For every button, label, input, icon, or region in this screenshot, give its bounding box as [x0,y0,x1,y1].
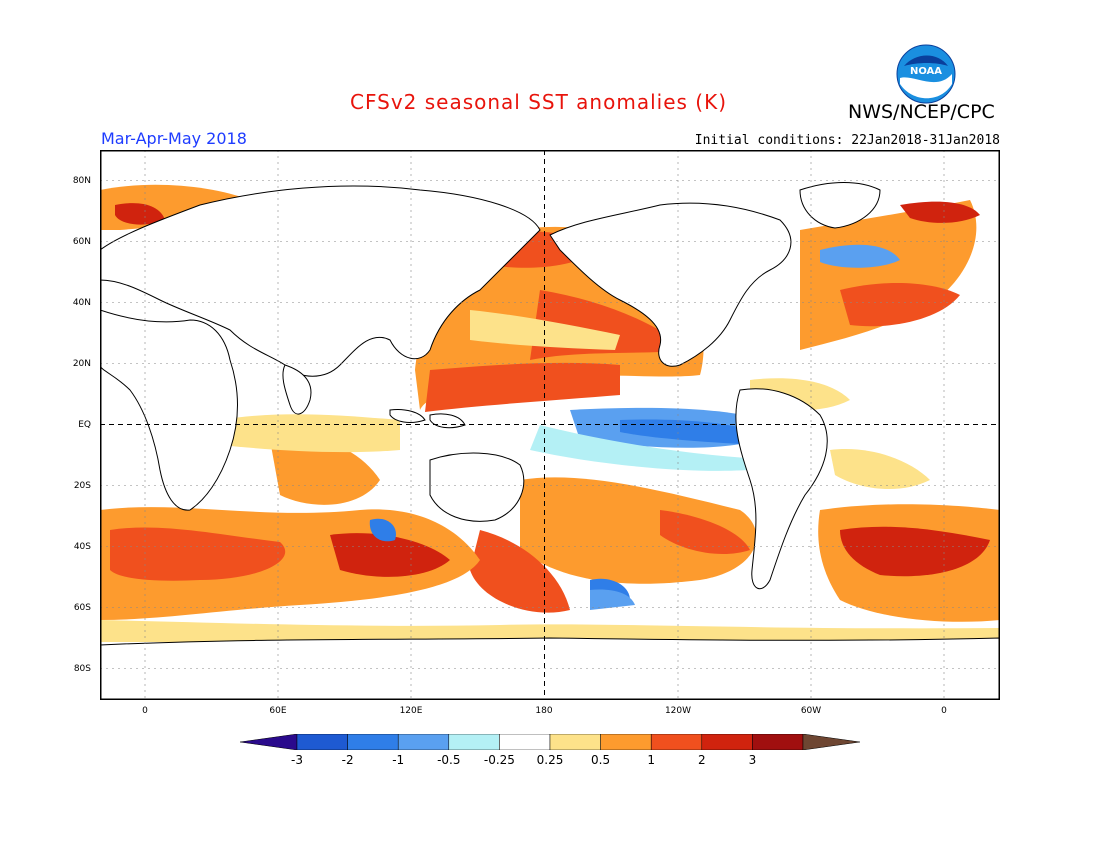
colorbar-segment [600,734,652,750]
noaa-logo: NOAA [896,44,956,104]
colorbar-segment [549,734,601,750]
colorbar-segment [347,734,399,750]
lon-label: 180 [535,706,553,716]
lat-label: 20N [72,359,91,369]
lon-label: 120E [399,706,423,716]
lon-label: 0 [142,706,148,716]
lat-label: 80N [72,176,91,186]
colorbar-tick-label: -2 [341,753,354,767]
colorbar-tick-label: 0.25 [536,753,564,767]
land [100,182,1000,700]
lon-label: 0 [941,706,947,716]
colorbar-segment [296,734,348,750]
lat-label: 40N [72,298,91,308]
lat-label: 60S [73,603,91,613]
map-frame [100,150,1000,700]
colorbar-tick-label: 3 [748,753,757,767]
colorbar [240,734,860,750]
lon-label: 120W [664,706,692,716]
lon-label: 60W [800,706,822,716]
colorbar-tick-label: 2 [697,753,706,767]
lat-label: 60N [72,237,91,247]
colorbar-segment [499,734,551,750]
agency-label: NWS/NCEP/CPC [848,101,995,123]
colorbar-segment [650,734,703,750]
colorbar-segment [701,734,753,750]
colorbar-segment [752,734,804,750]
colorbar-segment [448,734,500,750]
lat-label: 80S [73,664,91,674]
colorbar-tick-label: 1 [647,753,656,767]
graticule [100,150,1000,700]
colorbar-underflow [240,734,298,750]
colorbar-tick-label: -3 [291,753,303,767]
colorbar-overflow [802,734,860,750]
colorbar-tick-label: -1 [392,753,405,767]
sst-anomaly-map [100,150,1000,700]
chart-title: CFSv2 seasonal SST anomalies (K) [350,90,727,114]
lat-label: 20S [73,481,91,491]
colorbar-tick-label: 0.5 [591,753,611,767]
season-label: Mar-Apr-May 2018 [101,129,247,148]
logo-text: NOAA [910,66,942,77]
colorbar-tick-label: -0.5 [437,753,461,767]
colorbar-segment [397,734,450,750]
lat-label: 40S [73,542,91,552]
initial-conditions-label: Initial conditions: 22Jan2018-31Jan2018 [694,133,1000,148]
lat-label: EQ [78,420,91,430]
reference-lines [100,150,1000,700]
colorbar-tick-label: -0.25 [483,753,515,767]
lon-label: 60E [269,706,287,716]
